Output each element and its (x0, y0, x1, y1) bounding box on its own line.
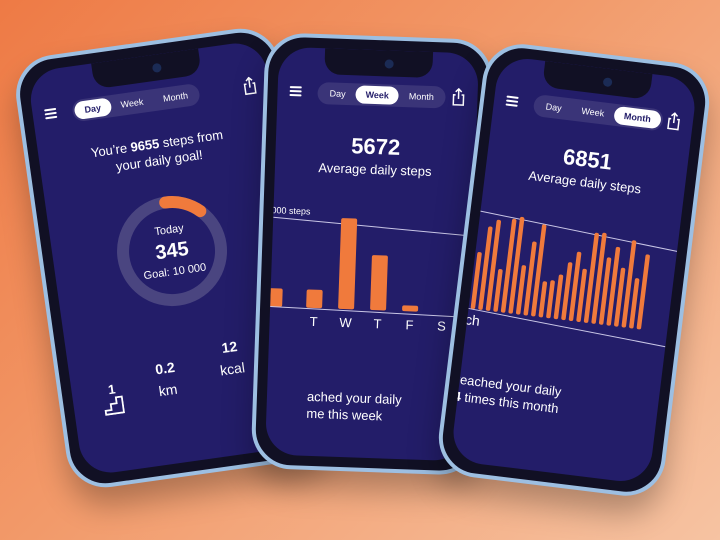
progress-ring-fill (117, 196, 228, 307)
month-chart: ch (465, 210, 678, 348)
toolbar: Day Week Month (504, 91, 682, 136)
bar-21 (629, 278, 640, 329)
energy-unit: kcal (219, 359, 246, 379)
tick-label-3: F (405, 317, 414, 332)
energy-value: 12 (220, 338, 239, 357)
remaining-steps: 9655 (129, 135, 161, 155)
bar-6 (516, 265, 527, 315)
month-footer: reached your daily 4 times this month (453, 370, 563, 417)
x-axis-label: ch (465, 311, 481, 329)
bar-0 (306, 289, 323, 309)
tab-month[interactable]: Month (612, 105, 662, 130)
goal-line (480, 210, 678, 252)
phone-day: Day Week Month You’re 9655 steps from yo… (10, 23, 336, 493)
tick-label-2: T (373, 316, 382, 331)
bar-0 (470, 252, 482, 309)
tab-week[interactable]: Week (119, 96, 145, 110)
camera-icon (602, 77, 613, 88)
tick-label-4: S (437, 318, 447, 333)
distance-value: 0.2 (154, 358, 176, 378)
tab-day[interactable]: Day (73, 97, 113, 121)
bar-16 (591, 232, 607, 324)
period-switcher: Day Week Month (532, 93, 665, 132)
bar-20 (621, 240, 637, 328)
menu-icon[interactable] (44, 107, 58, 120)
stat-distance: 0.2 km (154, 359, 179, 399)
notch (542, 60, 653, 100)
bar-10 (546, 280, 555, 319)
share-icon[interactable] (242, 76, 258, 96)
screen-week: Day Week Month 5672 Average daily steps … (264, 46, 480, 462)
goal-line-label: 000 steps (271, 205, 311, 216)
bar-17 (598, 257, 612, 325)
distance-unit: km (157, 380, 179, 400)
bar-14 (576, 268, 587, 322)
camera-icon (384, 59, 394, 69)
bar-2 (370, 255, 388, 311)
bar-22 (636, 254, 650, 330)
tab-week[interactable]: Week (580, 105, 605, 119)
tick-label-1: W (339, 315, 353, 330)
bar-1 (478, 226, 493, 310)
bar-1 (338, 218, 358, 310)
bar-19 (614, 267, 626, 327)
goal-line (273, 216, 473, 237)
average-steps: 5672 (350, 133, 401, 160)
bar-11 (553, 274, 564, 320)
screen-day: Day Week Month You’re 9655 steps from yo… (26, 39, 320, 477)
tab-day[interactable]: Day (329, 88, 346, 99)
period-switcher: Day Week Month (71, 82, 202, 123)
bar-2 (485, 219, 502, 311)
bar-9 (538, 281, 548, 318)
tab-week[interactable]: Week (355, 85, 400, 105)
baseline (270, 305, 470, 318)
goal-message: You’re 9655 steps from your daily goal! (38, 119, 278, 186)
toolbar: Day Week Month (289, 81, 466, 111)
tab-day[interactable]: Day (545, 101, 563, 114)
bar-4 (500, 218, 517, 313)
bar-12 (561, 262, 573, 321)
bar-7 (523, 241, 537, 316)
camera-icon (151, 62, 162, 73)
week-footer: ached your daily me this week (306, 388, 402, 425)
tick-label-0: T (309, 314, 318, 329)
baseline (468, 307, 666, 348)
week-footer-line2: me this week (306, 405, 383, 424)
period-switcher: Day Week Month (317, 82, 447, 109)
screen-month: Day Week Month 6851 Average daily steps … (449, 55, 699, 485)
menu-icon[interactable] (289, 86, 302, 97)
menu-icon[interactable] (505, 95, 519, 107)
bar-5 (508, 216, 525, 314)
bar-3 (493, 269, 503, 312)
bar-15 (583, 232, 599, 323)
share-icon[interactable] (451, 87, 466, 106)
tab-month[interactable]: Month (162, 90, 189, 104)
bar-partial (269, 288, 283, 307)
bar-8 (531, 224, 547, 317)
stat-floors: 1 (101, 380, 126, 420)
bar-18 (606, 246, 621, 326)
week-chart: 000 steps T W T F S (269, 205, 473, 334)
goal-message-suffix: steps from (158, 126, 224, 151)
phone-week: Day Week Month 5672 Average daily steps … (250, 32, 494, 476)
stat-energy: 12 kcal (216, 337, 246, 378)
toolbar: Day Week Month (43, 75, 258, 129)
notch (91, 48, 202, 90)
notch (324, 48, 434, 78)
progress-ring (117, 196, 228, 307)
bar-3 (402, 305, 419, 312)
phone-month: Day Week Month 6851 Average daily steps … (434, 39, 714, 501)
tab-month[interactable]: Month (408, 91, 435, 103)
share-icon[interactable] (666, 111, 682, 131)
stairs-icon (104, 395, 126, 416)
bar-13 (568, 251, 582, 322)
